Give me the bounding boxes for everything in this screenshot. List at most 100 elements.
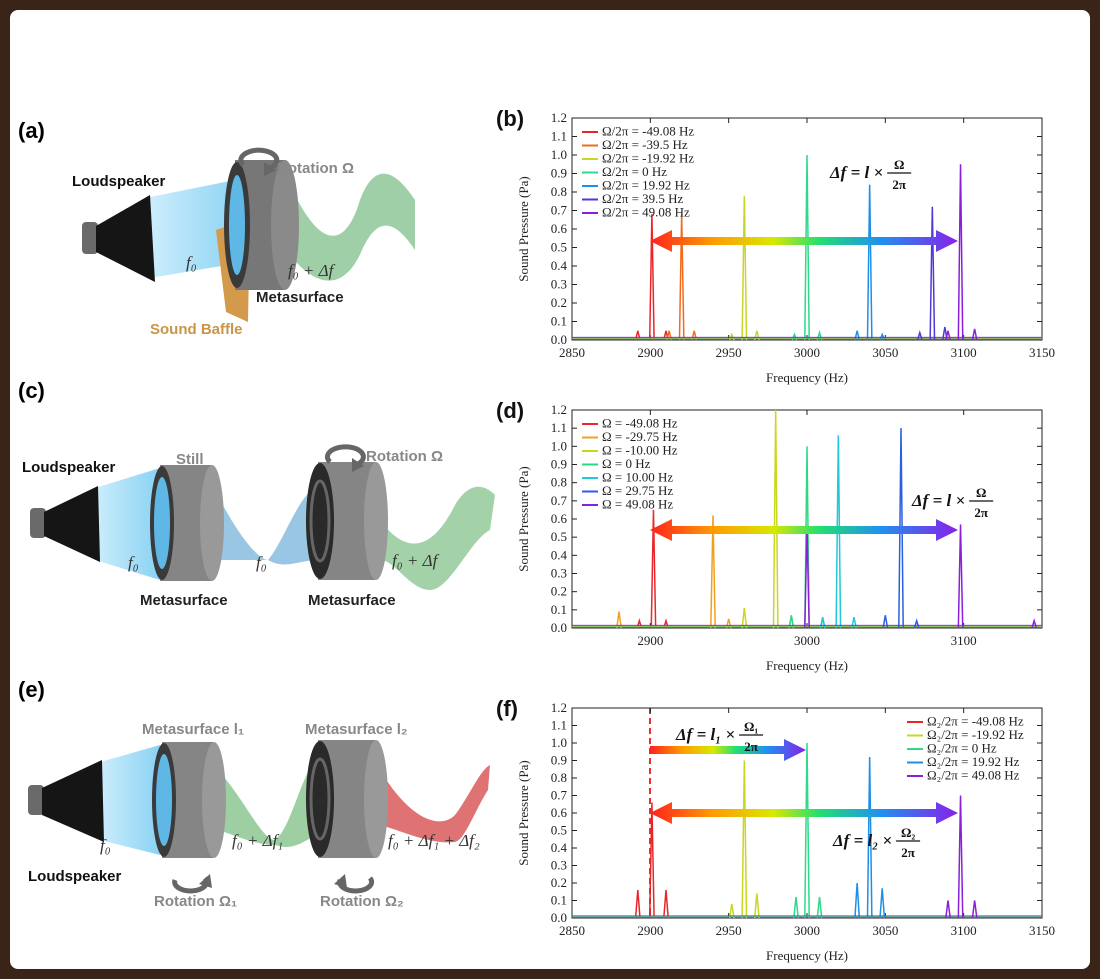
peak <box>710 515 716 629</box>
peak <box>957 795 964 919</box>
panel-label: (e) <box>18 677 45 702</box>
y-tick-label: 0.4 <box>551 840 568 855</box>
x-tick-label: 3150 <box>1029 923 1055 938</box>
peak <box>835 435 842 629</box>
y-tick-label: 0.8 <box>551 770 567 785</box>
formula-lhs: Δf = l × <box>829 163 883 182</box>
peak <box>971 900 978 919</box>
peak <box>854 882 861 919</box>
peak <box>793 896 799 919</box>
x-tick-label: 2950 <box>716 923 742 938</box>
x-tick-label: 3000 <box>794 633 820 648</box>
panel-label: (f) <box>496 696 518 721</box>
illustration-c <box>30 444 495 590</box>
y-tick-label: 0.0 <box>551 910 567 925</box>
y-tick-label: 0.6 <box>551 511 568 526</box>
legend-label: Ω = 10.00 Hz <box>602 470 673 485</box>
legend-label: Ω₂/2π = 19.92 Hz <box>927 754 1020 769</box>
peak <box>929 206 936 341</box>
y-tick-label: 0.1 <box>551 314 567 329</box>
peak <box>772 409 779 629</box>
label: f₀ <box>186 253 197 272</box>
y-tick-label: 0.2 <box>551 295 567 310</box>
legend-label: Ω/2π = 0 Hz <box>602 164 667 179</box>
y-tick-label: 1.2 <box>551 110 567 125</box>
peak <box>648 214 655 341</box>
peak <box>648 802 655 919</box>
y-tick-label: 0.6 <box>551 805 568 820</box>
y-tick-label: 0.5 <box>551 823 567 838</box>
y-tick-label: 0.0 <box>551 620 567 635</box>
label: f₀ <box>128 553 139 572</box>
peak <box>804 742 810 919</box>
label: Sound Baffle <box>150 321 243 338</box>
panel-label: (b) <box>496 106 524 131</box>
peak <box>634 889 641 919</box>
peak <box>879 888 886 919</box>
legend-label: Ω/2π = 49.08 Hz <box>602 205 690 220</box>
peak <box>957 524 964 629</box>
y-tick-label: 0.5 <box>551 240 567 255</box>
y-tick-label: 1.1 <box>551 129 567 144</box>
label: f₀ + Δf₁ + Δf₂ <box>388 831 480 850</box>
y-axis-label: Sound Pressure (Pa) <box>516 176 531 281</box>
legend-label: Ω₂/2π = -19.92 Hz <box>927 727 1024 742</box>
formula-denominator: 2π <box>744 739 758 754</box>
legend-label: Ω = 29.75 Hz <box>602 483 673 498</box>
x-tick-label: 2850 <box>559 345 585 360</box>
y-tick-label: 0.8 <box>551 475 567 490</box>
peak <box>728 903 735 919</box>
y-tick-label: 1.2 <box>551 700 567 715</box>
y-tick-label: 1.2 <box>551 402 567 417</box>
legend-label: Ω = -10.00 Hz <box>602 443 678 458</box>
x-tick-label: 2850 <box>559 923 585 938</box>
label: f₀ <box>256 553 267 572</box>
label: Metasurface l₂ <box>305 721 408 738</box>
legend-label: Ω = -29.75 Hz <box>602 429 678 444</box>
legend-label: Ω = 49.08 Hz <box>602 497 673 512</box>
label: f₀ + Δf <box>392 551 440 570</box>
x-tick-label: 3100 <box>951 345 977 360</box>
y-tick-label: 0.3 <box>551 858 567 873</box>
legend-label: Ω₂/2π = -49.08 Hz <box>927 714 1024 729</box>
panel-label: (d) <box>496 398 524 423</box>
illustration-e <box>28 740 490 894</box>
label: f₀ + Δf₁ <box>232 831 283 850</box>
y-tick-label: 0.1 <box>551 602 567 617</box>
peak <box>741 760 748 919</box>
peak <box>678 214 685 341</box>
x-axis-label: Frequency (Hz) <box>766 370 848 385</box>
y-tick-label: 0.6 <box>551 221 568 236</box>
formula-numerator: Ω <box>976 485 986 500</box>
label: f₀ <box>100 836 111 855</box>
peak <box>663 889 669 919</box>
panel-label: (a) <box>18 118 45 143</box>
formula-lhs: Δf = l × <box>911 491 965 510</box>
formula-denominator: 2π <box>974 505 988 520</box>
peak <box>945 330 951 341</box>
label: Loudspeaker <box>72 173 166 190</box>
peak <box>957 164 964 341</box>
legend-label: Ω₂/2π = 0 Hz <box>927 741 997 756</box>
legend-label: Ω/2π = -39.5 Hz <box>602 137 688 152</box>
x-tick-label: 3100 <box>951 923 977 938</box>
x-tick-label: 3100 <box>951 633 977 648</box>
y-tick-label: 0.1 <box>551 893 567 908</box>
formula-lhs: Δf = l₂ × <box>832 831 892 850</box>
y-tick-label: 0.0 <box>551 332 567 347</box>
legend-label: Ω/2π = 19.92 Hz <box>602 178 690 193</box>
y-tick-label: 0.3 <box>551 277 567 292</box>
x-tick-label: 2900 <box>637 923 663 938</box>
label: Metasurface <box>308 592 396 609</box>
x-tick-label: 3050 <box>872 345 898 360</box>
label: f₀ + Δf <box>288 261 336 280</box>
y-tick-label: 0.9 <box>551 753 567 768</box>
peak <box>945 900 951 919</box>
peak <box>882 615 889 629</box>
legend-label: Ω/2π = 39.5 Hz <box>602 191 684 206</box>
y-tick-label: 0.8 <box>551 184 567 199</box>
arrow <box>650 519 958 541</box>
label: Rotation Ω <box>366 448 443 465</box>
y-tick-label: 1.0 <box>551 735 567 750</box>
